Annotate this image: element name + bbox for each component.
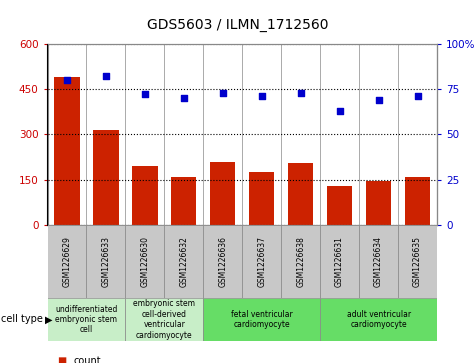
Point <box>297 90 304 95</box>
Point <box>375 97 382 103</box>
Text: count: count <box>74 356 101 363</box>
Bar <box>48 225 86 298</box>
Point <box>258 93 266 99</box>
Bar <box>54 77 80 225</box>
Text: GSM1226632: GSM1226632 <box>180 236 188 287</box>
Bar <box>203 298 320 341</box>
Text: embryonic stem
cell-derived
ventricular
cardiomyocyte: embryonic stem cell-derived ventricular … <box>133 299 195 339</box>
Point <box>414 93 421 99</box>
Point <box>63 77 71 83</box>
Text: GSM1226636: GSM1226636 <box>218 236 227 287</box>
Bar <box>281 225 320 298</box>
Point <box>180 95 188 101</box>
Bar <box>320 225 359 298</box>
Text: GSM1226630: GSM1226630 <box>141 236 149 287</box>
Bar <box>93 130 119 225</box>
Bar <box>249 172 275 225</box>
Bar <box>164 225 203 298</box>
Bar <box>288 163 314 225</box>
Text: undifferentiated
embryonic stem
cell: undifferentiated embryonic stem cell <box>55 305 118 334</box>
Point <box>219 90 227 95</box>
Text: GSM1226629: GSM1226629 <box>63 236 71 287</box>
Bar <box>405 177 430 225</box>
Bar <box>132 166 158 225</box>
Bar <box>327 186 352 225</box>
Bar <box>242 225 281 298</box>
Text: GSM1226634: GSM1226634 <box>374 236 383 287</box>
Text: GSM1226633: GSM1226633 <box>102 236 110 287</box>
Text: ■: ■ <box>57 356 66 363</box>
Text: GSM1226635: GSM1226635 <box>413 236 422 287</box>
Bar <box>203 225 242 298</box>
Bar <box>398 225 437 298</box>
Text: ▶: ▶ <box>45 314 53 325</box>
Text: adult ventricular
cardiomyocyte: adult ventricular cardiomyocyte <box>347 310 410 329</box>
Bar <box>210 162 236 225</box>
Bar <box>171 177 197 225</box>
Bar <box>125 298 203 341</box>
Point <box>336 108 343 114</box>
Text: GSM1226638: GSM1226638 <box>296 236 305 287</box>
Bar <box>320 298 437 341</box>
Point <box>102 73 110 79</box>
Bar <box>359 225 398 298</box>
Text: fetal ventricular
cardiomyocyte: fetal ventricular cardiomyocyte <box>231 310 293 329</box>
Text: cell type: cell type <box>1 314 43 325</box>
Point <box>141 91 149 97</box>
Bar <box>48 298 125 341</box>
Text: GSM1226637: GSM1226637 <box>257 236 266 287</box>
Bar <box>86 225 125 298</box>
Bar <box>125 225 164 298</box>
Text: GSM1226631: GSM1226631 <box>335 236 344 287</box>
Text: GDS5603 / ILMN_1712560: GDS5603 / ILMN_1712560 <box>147 18 328 32</box>
Bar <box>366 181 391 225</box>
